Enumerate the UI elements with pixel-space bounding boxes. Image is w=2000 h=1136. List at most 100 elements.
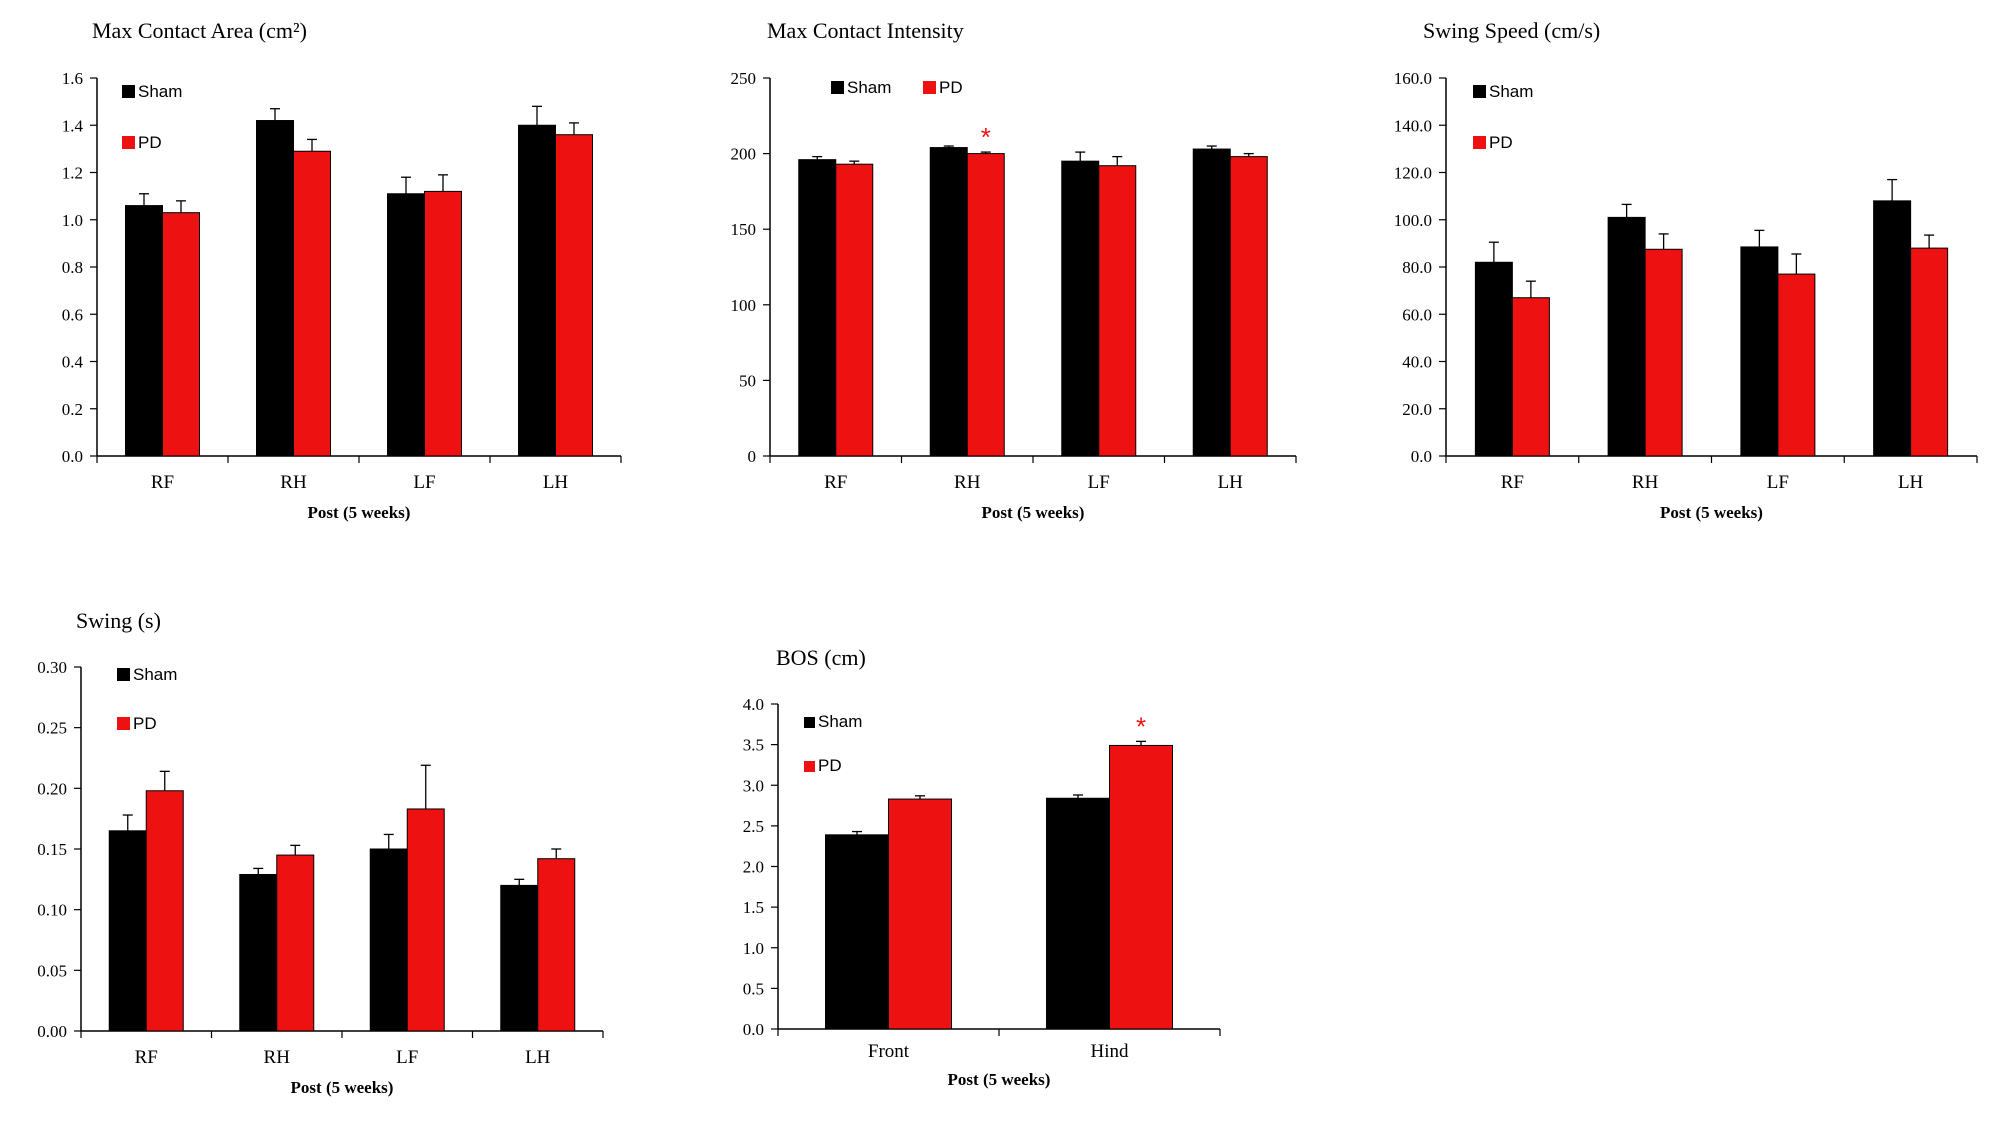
legend-label-pd: PD — [818, 756, 842, 775]
y-tick-label: 1.0 — [743, 939, 764, 958]
y-tick-label: 1.0 — [62, 211, 83, 230]
x-category-label: Front — [868, 1041, 910, 1062]
y-tick-label: 0.05 — [37, 961, 67, 980]
chart-title: Swing (s) — [76, 608, 161, 633]
bar-pd-lh — [537, 858, 576, 1032]
x-category-label: RF — [824, 472, 847, 493]
bar-pd-front — [888, 798, 952, 1030]
bar-pd-lf — [1098, 165, 1137, 457]
y-tick-label: 0.15 — [37, 840, 67, 859]
y-tick-label: 4.0 — [743, 695, 764, 714]
bar-sham-lf — [1061, 160, 1100, 457]
bar-sham-rf — [125, 205, 163, 457]
bar-sham-lf — [387, 193, 425, 457]
x-category-label: RF — [151, 472, 174, 493]
bar-sham-lf — [1740, 246, 1779, 457]
y-tick-label: 0.30 — [37, 658, 67, 677]
x-category-label: RF — [135, 1047, 158, 1068]
x-category-label: LH — [1218, 472, 1244, 493]
legend-label-pd: PD — [133, 714, 157, 733]
chart-bos: BOS (cm) 0.0 0.5 1.0 1.5 2.0 2.5 3.0 3.5 4.0 Front… — [743, 645, 1221, 1089]
legend-label-sham: Sham — [847, 78, 891, 97]
legend-swatch-sham — [804, 717, 815, 728]
x-category-label: LF — [1088, 472, 1110, 493]
chart-title: Max Contact Intensity — [767, 18, 964, 43]
bar-pd-rf — [1511, 297, 1550, 457]
chart-max-contact-area: Max Contact Area (cm²) 0.0 0.2 0.4 0.6 0.8 1.0… — [62, 18, 622, 522]
chart-swing: Swing (s) 0.00 0.05 0.10 0.15 0.20 0.25 0.30 RF R… — [37, 608, 604, 1097]
x-category-label: LH — [1898, 472, 1924, 493]
bar-pd-lh — [1910, 247, 1949, 457]
significance-marker: * — [1136, 711, 1146, 741]
bar-pd-rh — [966, 153, 1005, 457]
x-category-label: RH — [264, 1047, 291, 1068]
y-tick-label: 50 — [739, 371, 756, 390]
x-category-label: LH — [525, 1047, 551, 1068]
y-tick-label: 250 — [731, 69, 757, 88]
significance-marker: * — [981, 122, 991, 152]
x-category-label: LF — [396, 1047, 418, 1068]
bar-pd-lh — [555, 134, 593, 457]
bar-pd-rf — [162, 212, 200, 457]
chart-title: Max Contact Area (cm²) — [92, 18, 307, 43]
x-axis-title: Post (5 weeks) — [948, 1070, 1051, 1089]
x-category-label: RH — [1632, 472, 1659, 493]
bar-sham-rf — [108, 830, 147, 1032]
x-axis-title: Post (5 weeks) — [1660, 503, 1763, 522]
y-tick-label: 0.0 — [1411, 447, 1432, 466]
bar-sham-hind — [1046, 797, 1110, 1030]
bar-pd-rh — [293, 150, 331, 457]
bar-sham-lf — [369, 848, 408, 1032]
y-tick-label: 0.5 — [743, 979, 764, 998]
legend-swatch-sham — [122, 85, 135, 98]
bar-pd-rf — [145, 790, 184, 1032]
y-tick-label: 160.0 — [1394, 69, 1432, 88]
bar-pd-lh — [1229, 156, 1268, 457]
y-tick-label: 1.6 — [62, 69, 83, 88]
bar-sham-lh — [500, 884, 539, 1032]
bar-sham-lh — [1873, 200, 1912, 457]
x-category-label: RF — [1501, 472, 1524, 493]
x-category-label: RH — [954, 472, 981, 493]
y-tick-label: 2.5 — [743, 817, 764, 836]
y-tick-label: 60.0 — [1402, 305, 1432, 324]
chart-max-contact-intensity: Max Contact Intensity 0 50 100 150 200 250 RF RH… — [731, 18, 1297, 522]
legend-label-sham: Sham — [138, 82, 182, 101]
y-tick-label: 3.5 — [743, 736, 764, 755]
y-tick-label: 40.0 — [1402, 353, 1432, 372]
y-tick-label: 0.0 — [62, 447, 83, 466]
y-tick-label: 0.10 — [37, 901, 67, 920]
legend-swatch-pd — [923, 81, 936, 94]
y-tick-label: 0.4 — [62, 353, 84, 372]
y-tick-label: 0.00 — [37, 1022, 67, 1041]
legend-swatch-sham — [831, 81, 844, 94]
bar-pd-rh — [276, 854, 315, 1032]
y-tick-label: 3.0 — [743, 776, 764, 795]
chart-title: BOS (cm) — [776, 645, 866, 670]
bar-sham-rf — [798, 159, 837, 457]
legend-swatch-pd — [117, 717, 130, 730]
y-tick-label: 1.2 — [62, 164, 83, 183]
chart-title: Swing Speed (cm/s) — [1423, 18, 1600, 43]
y-tick-label: 100 — [731, 296, 757, 315]
bar-sham-lh — [518, 124, 556, 457]
bar-sham-rh — [256, 120, 294, 457]
y-tick-label: 0.0 — [743, 1020, 764, 1039]
bar-sham-lh — [1192, 148, 1231, 457]
legend-label-sham: Sham — [133, 665, 177, 684]
bar-pd-lf — [1777, 273, 1816, 457]
y-tick-label: 0 — [748, 447, 757, 466]
x-category-label: LF — [413, 472, 435, 493]
y-tick-label: 0.6 — [62, 305, 83, 324]
legend-label-pd: PD — [1489, 133, 1513, 152]
legend-label-pd: PD — [939, 78, 963, 97]
legend-label-pd: PD — [138, 133, 162, 152]
bar-pd-lf — [406, 808, 445, 1032]
bar-sham-rh — [929, 147, 968, 457]
y-tick-label: 1.4 — [62, 116, 84, 135]
legend-swatch-sham — [117, 668, 130, 681]
x-category-label: LF — [1767, 472, 1789, 493]
y-tick-label: 150 — [731, 220, 757, 239]
bar-pd-hind — [1109, 744, 1173, 1030]
